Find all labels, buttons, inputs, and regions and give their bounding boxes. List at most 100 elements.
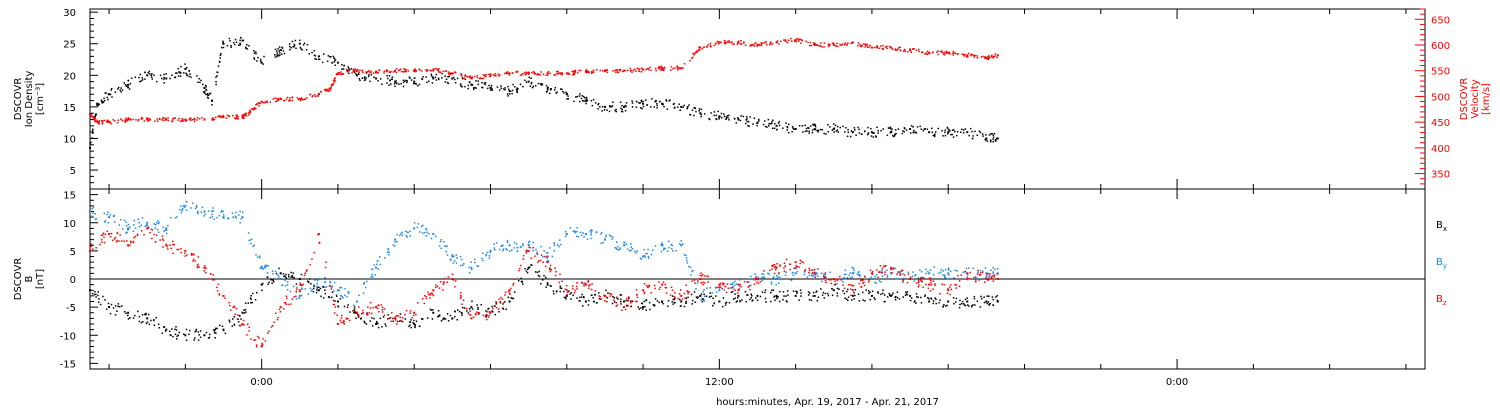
data-point-texture: [982, 135, 984, 137]
data-point-texture: [193, 254, 195, 256]
data-point-texture: [976, 55, 978, 57]
data-point-texture: [248, 111, 250, 114]
data-point-texture: [816, 129, 818, 132]
data-point: [718, 289, 721, 292]
data-point-texture: [262, 63, 264, 65]
data-point-texture: [754, 278, 757, 281]
data-point-texture: [766, 126, 768, 128]
data-point-texture: [262, 268, 264, 270]
data-point-texture: [244, 114, 246, 116]
data-point-texture: [488, 73, 490, 76]
data-point-texture: [762, 276, 765, 278]
data-point: [432, 68, 435, 71]
data-point-texture: [475, 80, 477, 82]
data-point-texture: [211, 104, 213, 106]
data-point-texture: [865, 43, 867, 46]
data-point-texture: [532, 70, 535, 73]
data-point-texture: [559, 285, 562, 287]
data-point-texture: [222, 210, 224, 213]
data-point-texture: [743, 42, 745, 44]
data-point-texture: [318, 241, 321, 244]
data-point-texture: [413, 82, 415, 85]
data-point-texture: [217, 115, 220, 118]
data-point-texture: [278, 50, 280, 52]
data-point-texture: [691, 270, 693, 273]
data-point-texture: [740, 115, 742, 117]
data-point-texture: [943, 274, 946, 276]
data-point-texture: [696, 282, 699, 284]
data-point-texture: [404, 318, 407, 320]
data-point-texture: [540, 254, 543, 256]
data-point-texture: [731, 290, 734, 293]
data-point-texture: [933, 134, 936, 137]
data-point-texture: [540, 82, 543, 85]
data-point-texture: [869, 44, 871, 47]
data-point-texture: [995, 296, 997, 298]
data-point-texture: [948, 130, 951, 132]
data-point-texture: [887, 127, 890, 129]
data-point-texture: [656, 300, 659, 302]
data-point-texture: [652, 304, 655, 306]
data-point-texture: [543, 250, 545, 252]
data-point-texture: [852, 267, 855, 270]
data-point-texture: [703, 293, 705, 296]
data-point-texture: [134, 227, 137, 230]
data-point-texture: [991, 133, 993, 135]
data-point-texture: [587, 280, 590, 282]
data-point-texture: [375, 321, 378, 324]
data-point-texture: [114, 236, 117, 239]
data-point-texture: [188, 70, 190, 72]
data-point-texture: [478, 312, 480, 314]
data-point-texture: [921, 276, 924, 279]
data-point-texture: [844, 269, 847, 272]
data-point-texture: [151, 229, 154, 231]
data-point-texture: [232, 216, 234, 218]
data-point-texture: [150, 76, 153, 78]
data-point-texture: [377, 79, 379, 82]
data-point-texture: [506, 249, 508, 251]
data-point-texture: [178, 71, 180, 73]
data-point-texture: [192, 253, 194, 255]
data-point-texture: [532, 241, 534, 244]
data-point-texture: [681, 298, 684, 301]
data-point-texture: [295, 295, 297, 298]
data-point-texture: [917, 286, 920, 288]
data-point-texture: [605, 300, 608, 303]
data-point-texture: [210, 272, 212, 275]
data-point-texture: [926, 128, 929, 131]
data-point-texture: [121, 305, 123, 307]
data-point-texture: [500, 87, 503, 89]
data-point-texture: [305, 270, 308, 272]
data-point-texture: [721, 287, 724, 290]
data-point-texture: [741, 299, 743, 301]
data-point-texture: [485, 73, 487, 76]
data-point-texture: [235, 211, 237, 214]
data-point-texture: [905, 129, 908, 131]
data-point-texture: [172, 240, 174, 243]
top-left-tick-label: 20: [63, 71, 76, 82]
data-point-texture: [176, 72, 178, 74]
data-point-texture: [426, 81, 428, 84]
data-point-texture: [540, 71, 542, 73]
data-point-texture: [450, 73, 452, 75]
data-point-texture: [910, 51, 912, 53]
data-point-texture: [549, 267, 551, 269]
data-point-texture: [648, 301, 651, 304]
data-point-texture: [703, 113, 706, 115]
data-point-texture: [271, 325, 274, 327]
data-point-texture: [962, 129, 965, 131]
data-point-texture: [748, 278, 751, 280]
data-point-texture: [397, 315, 400, 317]
data-point: [298, 42, 301, 45]
data-point-texture: [849, 284, 852, 286]
data-point-texture: [785, 295, 787, 297]
data-point-texture: [272, 279, 274, 282]
data-point-texture: [233, 305, 236, 308]
data-point-texture: [837, 45, 839, 48]
data-point-texture: [558, 239, 561, 241]
data-point-texture: [177, 334, 179, 336]
data-point-texture: [235, 217, 237, 219]
data-point-texture: [425, 295, 427, 298]
data-point-texture: [808, 272, 810, 274]
data-point-texture: [702, 283, 704, 286]
